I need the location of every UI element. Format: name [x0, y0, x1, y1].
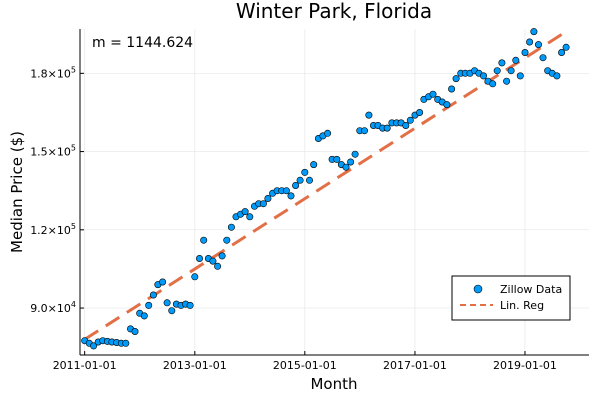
- legend-label-linreg: Lin. Reg: [500, 299, 544, 312]
- scatter-point: [416, 109, 424, 117]
- chart-title: Winter Park, Florida: [236, 0, 432, 23]
- scatter-point: [365, 111, 373, 119]
- scatter-point: [131, 327, 139, 335]
- y-tick-label: 1.2×105: [30, 222, 76, 237]
- scatter-point: [530, 28, 538, 36]
- scatter-point: [186, 301, 194, 309]
- scatter-point: [246, 213, 254, 221]
- scatter-points: [81, 28, 570, 350]
- scatter-point: [324, 129, 332, 137]
- legend-label-zillow: Zillow Data: [500, 283, 562, 296]
- scatter-point: [553, 72, 561, 80]
- scatter-point: [360, 127, 368, 135]
- x-tick-label: 2015-01-01: [273, 359, 337, 372]
- scatter-point: [402, 122, 410, 130]
- scatter-point: [296, 176, 304, 184]
- scatter-point: [443, 101, 451, 109]
- scatter-point: [149, 291, 157, 299]
- scatter-point: [452, 75, 460, 83]
- scatter-point: [209, 257, 217, 265]
- scatter-point: [305, 176, 313, 184]
- scatter-point: [241, 208, 249, 216]
- y-tick-label-base: 1.5×10: [30, 146, 71, 159]
- scatter-point: [223, 236, 231, 244]
- scatter-point: [168, 307, 176, 315]
- y-tick-label: 1.5×105: [30, 144, 76, 159]
- scatter-point: [479, 72, 487, 80]
- y-tick-label: 9.0×104: [30, 300, 76, 315]
- scatter-point: [163, 299, 171, 307]
- scatter-point: [333, 155, 341, 163]
- x-tick-label: 2013-01-01: [163, 359, 227, 372]
- y-tick-label-exponent: 4: [71, 300, 76, 309]
- scatter-point: [512, 56, 520, 64]
- scatter-point: [539, 54, 547, 62]
- scatter-point: [259, 200, 267, 208]
- y-tick-label-exponent: 5: [71, 222, 76, 231]
- scatter-point: [516, 72, 524, 80]
- scatter-point: [347, 158, 355, 166]
- scatter-point: [145, 301, 153, 309]
- scatter-point: [227, 223, 235, 231]
- y-axis-title: Median Price ($): [8, 131, 26, 253]
- scatter-point: [562, 43, 570, 51]
- scatter-point: [507, 67, 515, 75]
- scatter-point: [200, 236, 208, 244]
- scatter-point: [383, 124, 391, 132]
- y-tick-label: 1.8×105: [30, 65, 76, 80]
- x-ticks: 2011-01-01 2013-01-01 2015-01-01 2017-01-01…: [53, 351, 557, 372]
- scatter-point: [489, 80, 497, 88]
- scatter-point: [90, 342, 98, 350]
- x-tick-label: 2019-01-01: [493, 359, 557, 372]
- x-axis-title: Month: [310, 375, 357, 393]
- scatter-point: [191, 273, 199, 281]
- scatter-point: [493, 67, 501, 75]
- scatter-point: [406, 116, 414, 124]
- scatter-point: [159, 278, 167, 286]
- scatter-point: [196, 255, 204, 263]
- legend-marker-zillow: [473, 284, 483, 294]
- scatter-point: [310, 161, 318, 169]
- slope-annotation: m = 1144.624: [92, 35, 193, 51]
- scatter-point: [342, 163, 350, 171]
- scatter-point: [558, 48, 566, 56]
- scatter-point: [503, 77, 511, 85]
- legend-box: [451, 275, 571, 321]
- scatter-point: [498, 59, 506, 67]
- legend: Zillow Data Lin. Reg: [451, 275, 571, 321]
- scatter-point: [351, 150, 359, 158]
- scatter-point: [526, 38, 534, 46]
- scatter-point: [301, 168, 309, 176]
- scatter-point: [521, 48, 529, 56]
- x-tick-label: 2017-01-01: [383, 359, 447, 372]
- y-tick-label-base: 9.0×10: [30, 302, 71, 315]
- y-tick-label-exponent: 5: [71, 65, 76, 74]
- y-tick-label-base: 1.8×10: [30, 67, 71, 80]
- scatter-point: [534, 41, 542, 49]
- scatter-point: [292, 182, 300, 190]
- scatter-point: [218, 252, 226, 260]
- x-tick-label: 2011-01-01: [53, 359, 117, 372]
- y-tick-label-exponent: 5: [71, 144, 76, 153]
- scatter-point: [214, 262, 222, 270]
- scatter-point: [264, 195, 272, 203]
- scatter-point: [122, 339, 130, 347]
- scatter-point: [448, 85, 456, 93]
- scatter-point: [282, 187, 290, 195]
- scatter-point: [287, 192, 295, 200]
- scatter-point: [140, 312, 148, 320]
- y-tick-label-base: 1.2×10: [30, 224, 71, 237]
- scatter-point: [429, 90, 437, 98]
